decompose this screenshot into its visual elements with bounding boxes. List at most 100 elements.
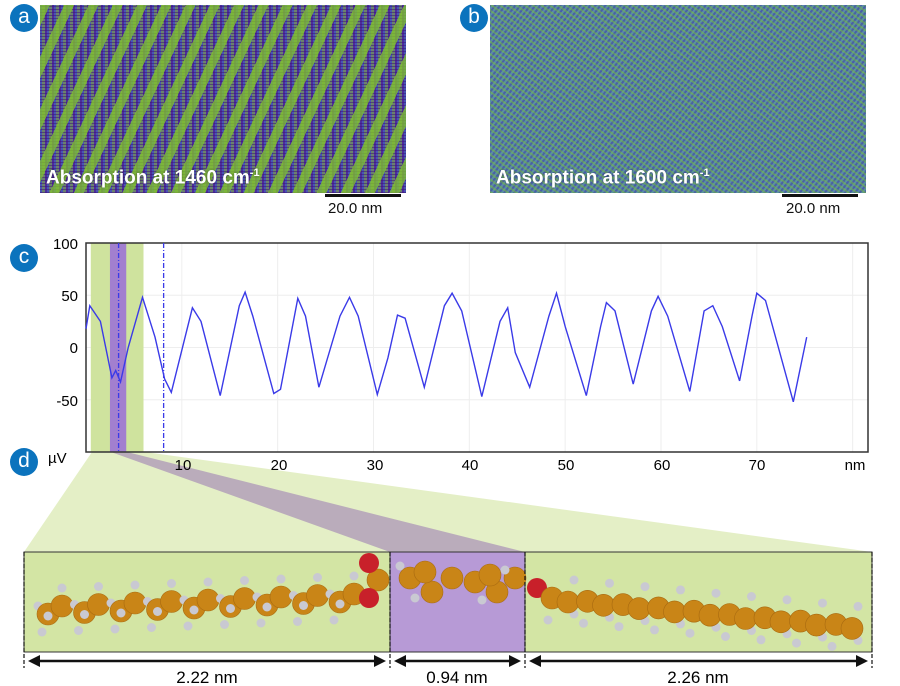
carbon-atom bbox=[503, 566, 527, 590]
x-tick-label: 30 bbox=[367, 457, 384, 474]
carbon-atom bbox=[87, 593, 110, 616]
series-line bbox=[85, 290, 808, 402]
carbon-atom bbox=[734, 607, 757, 630]
segment-length-label: 2.26 nm bbox=[667, 668, 728, 686]
y-tick-labels: 100 50 0 -50 bbox=[53, 236, 78, 410]
hydrogen-atom bbox=[262, 602, 272, 612]
hydrogen-atom bbox=[110, 624, 120, 634]
dimension-lines bbox=[23, 552, 873, 668]
carbon-atom bbox=[123, 591, 147, 615]
hydrogen-atom bbox=[276, 574, 286, 584]
highlight-bands bbox=[90, 243, 144, 452]
x-tick-labels: 10 20 30 40 50 60 70 bbox=[175, 457, 766, 474]
caption-text: Absorption at 1460 cm bbox=[46, 167, 250, 188]
hydrogen-atom bbox=[147, 623, 156, 632]
segment-length-label: 2.22 nm bbox=[176, 668, 237, 686]
x-tick-label: 10 bbox=[175, 457, 192, 474]
carbon-atom bbox=[627, 597, 651, 620]
molecule-panel: 2.22 nm 0.94 nm 2.26 nm bbox=[23, 551, 873, 686]
map-caption-a: Absorption at 1460 cm-1 bbox=[46, 167, 260, 189]
hydrogen-atom bbox=[240, 576, 249, 585]
y-tick-label: 50 bbox=[61, 288, 78, 305]
panel-label-c: c bbox=[10, 244, 38, 272]
hydrogen-atom bbox=[500, 565, 510, 575]
scale-label-b: 20.0 nm bbox=[786, 200, 841, 217]
hydrogen-atom bbox=[792, 638, 801, 648]
hydrogen-atom bbox=[329, 615, 339, 625]
hydrogen-atom bbox=[676, 585, 685, 595]
panel-label-b: b bbox=[460, 4, 488, 32]
oxygen-atom bbox=[359, 553, 379, 573]
scale-bar-b bbox=[782, 194, 858, 197]
hydrogen-atom bbox=[116, 608, 126, 618]
carbon-atom bbox=[160, 590, 183, 613]
arrowhead bbox=[394, 655, 406, 667]
hydrogen-atom bbox=[57, 583, 67, 593]
hydrogen-atom bbox=[335, 599, 345, 609]
caption-superscript: -1 bbox=[699, 166, 710, 179]
hydrogen-atom bbox=[685, 628, 695, 638]
hydrogen-atom bbox=[853, 601, 863, 611]
x-tick-label: 70 bbox=[749, 457, 766, 474]
absorption-map-1460: Absorption at 1460 cm-1 bbox=[40, 5, 406, 193]
hydrogen-atom bbox=[167, 579, 176, 588]
grid bbox=[86, 243, 868, 452]
hydrogen-atom bbox=[605, 578, 614, 588]
panel-label-d: d bbox=[10, 448, 38, 476]
hydrogen-atom bbox=[183, 621, 193, 631]
hydrogen-atom bbox=[756, 635, 766, 645]
caption-superscript: -1 bbox=[249, 166, 260, 179]
hydrogen-atom bbox=[80, 610, 89, 619]
y-tick-label: -50 bbox=[56, 393, 78, 410]
x-axis-unit: nm bbox=[845, 457, 866, 474]
hydrogen-atom bbox=[189, 605, 199, 615]
hydrogen-atom bbox=[220, 620, 229, 629]
oxygen-atom bbox=[359, 588, 379, 608]
carbon-atom bbox=[196, 588, 220, 612]
carbon-atom bbox=[366, 568, 390, 592]
hydrogen-atom bbox=[569, 575, 579, 585]
carbon-atom bbox=[663, 600, 686, 624]
hydrogen-atom bbox=[818, 598, 827, 608]
caption-text: Absorption at 1600 cm bbox=[496, 167, 700, 188]
hydrogen-atom bbox=[293, 617, 302, 626]
hydrogen-atom bbox=[614, 622, 624, 632]
carbon-atom bbox=[698, 603, 722, 627]
hydrogen-atom bbox=[313, 573, 322, 582]
hydrogen-atom bbox=[299, 601, 308, 610]
hydrogen-atom bbox=[543, 615, 553, 625]
panel-label-a: a bbox=[10, 4, 38, 32]
carbon-atom bbox=[420, 580, 444, 604]
hydrogen-atom bbox=[410, 593, 420, 603]
x-tick-label: 20 bbox=[271, 457, 288, 474]
arrowhead bbox=[529, 655, 541, 667]
carbon-atom bbox=[413, 560, 437, 584]
hydrogen-atom bbox=[782, 595, 792, 605]
segment-length-label: 0.94 nm bbox=[426, 668, 487, 686]
carbon-atom bbox=[769, 610, 793, 634]
carbon-atom bbox=[805, 613, 828, 637]
carbon-atom bbox=[478, 563, 502, 587]
y-tick-label: 0 bbox=[70, 340, 78, 357]
hydrogen-atom bbox=[650, 625, 659, 635]
hydrogen-atom bbox=[203, 577, 213, 587]
scale-label-a: 20.0 nm bbox=[328, 200, 383, 217]
line-chart: 100 50 0 -50 µV 10 20 30 40 50 60 70 nm bbox=[48, 236, 869, 474]
hydrogen-atom bbox=[153, 607, 162, 616]
hydrogen-atom bbox=[579, 618, 588, 628]
carbon-atom bbox=[269, 585, 293, 609]
hydrogen-atom bbox=[94, 582, 103, 591]
projection-purple bbox=[111, 452, 525, 552]
y-axis-unit: µV bbox=[48, 450, 67, 467]
carbon-atom bbox=[50, 594, 74, 618]
hydrogen-atom bbox=[74, 626, 83, 635]
x-tick-label: 40 bbox=[462, 457, 479, 474]
map-caption-b: Absorption at 1600 cm-1 bbox=[496, 167, 710, 189]
hydrogen-atom bbox=[721, 632, 730, 641]
carbon-atom bbox=[556, 590, 580, 614]
hydrogen-atom bbox=[395, 561, 405, 571]
y-tick-label: 100 bbox=[53, 236, 78, 253]
x-tick-label: 50 bbox=[558, 457, 575, 474]
carbon-atom bbox=[840, 617, 864, 640]
